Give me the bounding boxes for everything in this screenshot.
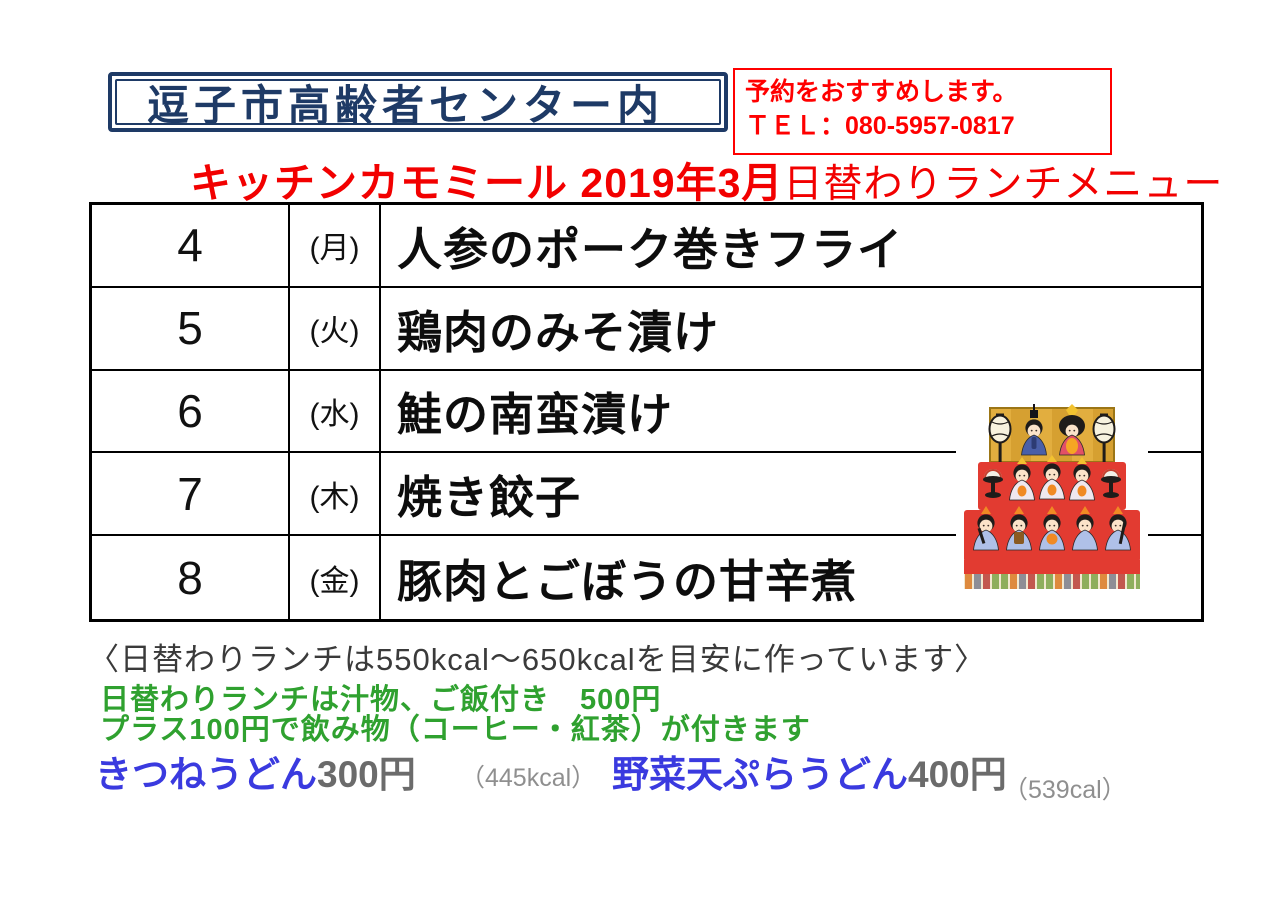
stand-left bbox=[983, 469, 1003, 498]
reservation-box: 予約をおすすめします。 ＴＥＬ：080-5957-0817 bbox=[733, 68, 1112, 155]
location-box-inner-border: 逗子市高齢者センター内 bbox=[115, 79, 721, 129]
page-title: キッチンカモミール 2019年3月日替わりランチメニュー bbox=[190, 149, 1223, 209]
court-ladies bbox=[1009, 455, 1095, 501]
musicians bbox=[973, 506, 1131, 551]
table-cell-weekday: (木) bbox=[290, 453, 381, 537]
udon-item-2: 野菜天ぷらうどん400円 bbox=[612, 744, 1007, 798]
udon-item-1-name: きつねうどん bbox=[95, 754, 317, 795]
table-cell-day: 6 bbox=[92, 370, 290, 454]
hinamatsuri-dolls-svg bbox=[956, 402, 1148, 594]
udon-item-1-price: 300円 bbox=[317, 754, 416, 795]
udon-item-2-name: 野菜天ぷらうどん bbox=[612, 754, 908, 795]
udon-item-1: きつねうどん300円 bbox=[95, 744, 416, 798]
table-cell-weekday: (月) bbox=[290, 205, 381, 288]
drink-option-note: プラス100円で飲み物（コーヒー・紅茶）が付きます bbox=[100, 714, 811, 746]
udon-item-1-kcal: （445kcal） bbox=[460, 764, 597, 792]
table-cell-dish: 鶏肉のみそ漬け bbox=[381, 287, 1201, 371]
calorie-note: 〈日替わりランチは550kcal～650kcalを目安に作っています〉 bbox=[88, 642, 987, 677]
hinamatsuri-dolls-illustration bbox=[956, 402, 1148, 594]
lunch-price-note: 日替わりランチは汁物、ご飯付き 500円 bbox=[100, 684, 662, 716]
reservation-phone: ＴＥＬ：080-5957-0817 bbox=[745, 112, 1015, 140]
table-cell-weekday: (水) bbox=[290, 370, 381, 454]
reservation-note: 予約をおすすめします。 bbox=[745, 78, 1018, 106]
table-cell-day: 8 bbox=[92, 536, 290, 619]
daily-menu-table: 4 (月) 人参のポーク巻きフライ 5 (火) 鶏肉のみそ漬け 6 (水) 鮭の… bbox=[89, 202, 1204, 622]
table-cell-day: 5 bbox=[92, 287, 290, 371]
emperor-doll bbox=[1021, 404, 1047, 456]
page-title-sub: 日替わりランチメニュー bbox=[783, 163, 1224, 206]
table-cell-weekday: (火) bbox=[290, 287, 381, 371]
udon-item-2-price: 400円 bbox=[908, 754, 1007, 795]
udon-item-2-kcal: （539cal） bbox=[1003, 776, 1127, 804]
stand-right bbox=[1101, 469, 1121, 498]
table-cell-day: 4 bbox=[92, 205, 290, 288]
location-box: 逗子市高齢者センター内 bbox=[108, 72, 728, 132]
empress-doll bbox=[1059, 404, 1085, 456]
table-cell-dish: 人参のポーク巻きフライ bbox=[381, 205, 1201, 288]
location-label: 逗子市高齢者センター内 bbox=[147, 81, 665, 129]
page-title-main: キッチンカモミール 2019年3月 bbox=[190, 160, 784, 206]
table-cell-day: 7 bbox=[92, 453, 290, 537]
table-cell-weekday: (金) bbox=[290, 536, 381, 619]
